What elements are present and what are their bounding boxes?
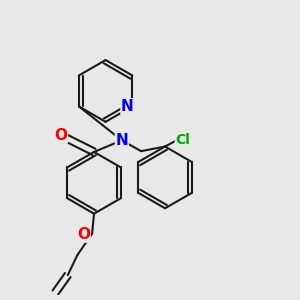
Text: Cl: Cl — [176, 133, 190, 147]
Text: O: O — [77, 227, 90, 242]
Text: N: N — [116, 133, 128, 148]
Text: O: O — [54, 128, 67, 143]
Text: N: N — [121, 99, 134, 114]
